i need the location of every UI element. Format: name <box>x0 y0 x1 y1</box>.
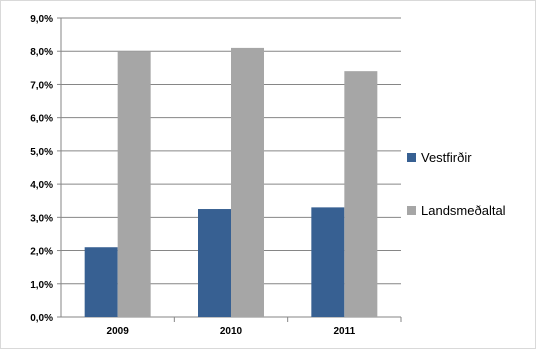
y-tick-label: 2,0% <box>30 247 53 258</box>
bar-landsmedaltal-2009 <box>117 51 151 317</box>
legend: Vestfirðir Landsmeðaltal <box>407 150 506 218</box>
bar-vestfirdir-2011 <box>311 207 345 317</box>
y-tick-label: 6,0% <box>30 114 53 125</box>
axes: 0,0% 1,0% 2,0% 3,0% 4,0% 5,0% 6,0% 7,0% 8,0% 9,0%… <box>30 14 402 337</box>
legend-label: Landsmeðaltal <box>421 203 506 218</box>
bar-chart: 0,0% 1,0% 2,0% 3,0% 4,0% 5,0% 6,0% 7,0% 8,0% 9,0%… <box>30 14 506 337</box>
y-tick-label: 7,0% <box>30 80 53 91</box>
legend-swatch <box>407 206 416 215</box>
y-tick-label: 9,0% <box>30 14 53 25</box>
y-tick-label: 4,0% <box>30 180 53 191</box>
chart-frame: 0,0% 1,0% 2,0% 3,0% 4,0% 5,0% 6,0% 7,0% 8,0% 9,0%… <box>0 0 536 349</box>
x-tick-label: 2010 <box>220 326 243 337</box>
y-tick-label: 0,0% <box>30 313 53 324</box>
bar-landsmedaltal-2010 <box>231 47 264 318</box>
y-tick-label: 3,0% <box>30 213 53 224</box>
bar-vestfirdir-2009 <box>84 247 118 317</box>
bars <box>84 47 378 318</box>
legend-swatch <box>407 153 416 162</box>
x-tick-label: 2009 <box>107 326 130 337</box>
bar-vestfirdir-2010 <box>198 209 231 317</box>
y-tick-label: 8,0% <box>30 47 53 58</box>
legend-label: Vestfirðir <box>421 150 472 165</box>
x-tick-label: 2011 <box>333 326 355 337</box>
y-tick-label: 1,0% <box>30 280 53 291</box>
bar-landsmedaltal-2011 <box>344 71 378 318</box>
y-tick-label: 5,0% <box>30 147 53 158</box>
